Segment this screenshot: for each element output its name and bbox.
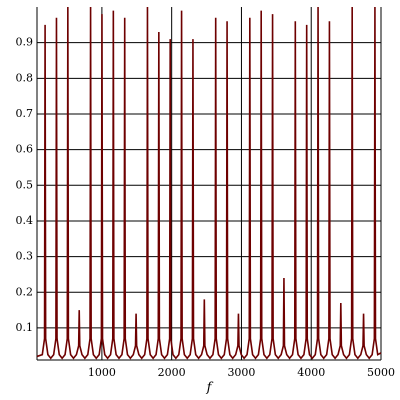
y-tick-label: 0.3	[16, 250, 34, 263]
y-tick-label: 0.1	[16, 321, 34, 334]
data-line	[36, 6, 382, 360]
y-tick-label: 0.5	[16, 178, 34, 191]
y-tick-label: 0.2	[16, 285, 34, 298]
y-tick-label: 0.4	[16, 214, 34, 227]
y-tick-label: 0.7	[16, 107, 34, 120]
y-tick-label: 0.8	[16, 71, 34, 84]
x-tick-label: 5000	[367, 366, 395, 379]
x-axis-label: f	[206, 381, 214, 396]
x-tick-label: 4000	[297, 366, 325, 379]
x-tick-label: 3000	[227, 366, 255, 379]
x-tick-label: 2000	[158, 366, 186, 379]
y-tick-label: 0.9	[16, 36, 34, 49]
y-tick-label: 0.6	[16, 143, 34, 156]
x-tick-label: 1000	[88, 366, 116, 379]
